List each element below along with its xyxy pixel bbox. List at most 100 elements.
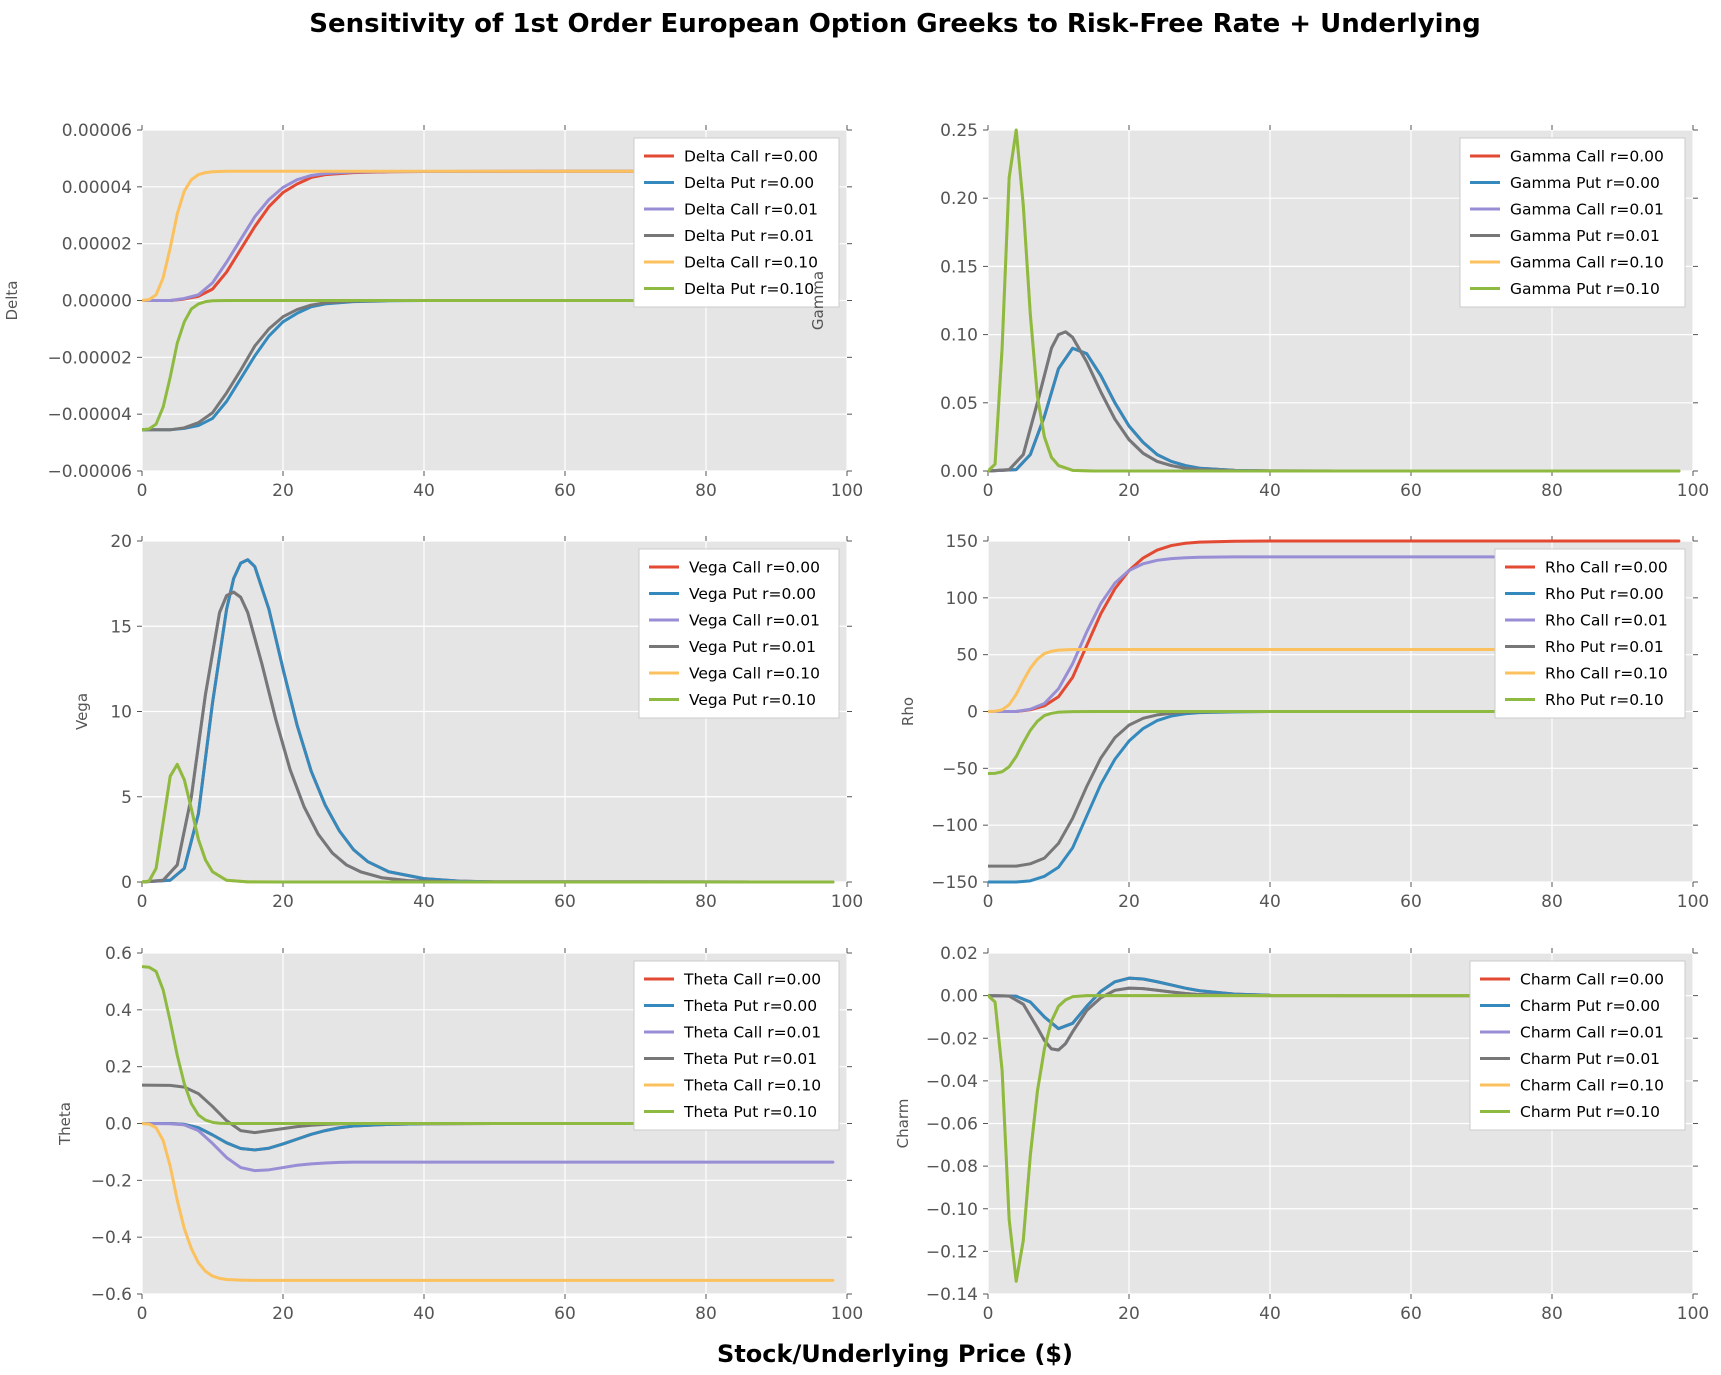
theta-ylabel: Theta <box>56 1102 74 1146</box>
vega-legend-entry: Vega Put r=0.01 <box>689 638 816 656</box>
gamma-x-tick-label: 40 <box>1259 481 1281 501</box>
theta-legend-entry: Theta Put r=0.00 <box>683 997 817 1015</box>
rho-series-line-call-r010 <box>988 647 1681 713</box>
gamma-legend-entry: Gamma Put r=0.00 <box>1510 174 1660 192</box>
charm-x-tick-label: 60 <box>1400 1304 1422 1324</box>
theta-x-tick-label: 0 <box>137 1304 148 1324</box>
theta-legend-box <box>633 960 840 1131</box>
theta-y-tick-label: 0.6 <box>105 944 132 964</box>
charm-x-tick-label: 40 <box>1259 1304 1281 1324</box>
rho-y-tick-label: −150 <box>931 873 978 893</box>
vega-legend-box <box>638 548 840 719</box>
rho-x-tick-label: 20 <box>1118 892 1140 912</box>
theta-y-tick-label: −0.2 <box>91 1171 132 1191</box>
rho-legend-entry: Rho Call r=0.00 <box>1545 559 1668 577</box>
delta-y-tick-label: −0.00004 <box>47 405 132 425</box>
theta-legend-entry: Theta Put r=0.10 <box>683 1103 817 1121</box>
delta-x-tick-label: 60 <box>554 481 576 501</box>
delta-series-line-put-r010 <box>142 299 835 432</box>
charm-legend-entry: Charm Call r=0.10 <box>1520 1077 1664 1095</box>
charm-legend-entry: Charm Put r=0.10 <box>1520 1103 1660 1121</box>
theta-legend-entry: Theta Call r=0.10 <box>683 1077 821 1095</box>
theta-series-line-call-r010 <box>142 1122 835 1282</box>
rho-y-tick-label: −100 <box>931 816 978 836</box>
theta-x-tick-label: 60 <box>554 1304 576 1324</box>
charm-legend-box <box>1469 960 1686 1131</box>
vega-subplot: 0 20 40 60 80 100 0 5 10 15 20 Vega Vega Call r=0.00… <box>73 532 863 912</box>
charm-legend-entry: Charm Call r=0.00 <box>1520 971 1664 989</box>
delta-y-tick-label: 0.00006 <box>62 121 132 141</box>
gamma-legend-entry: Gamma Call r=0.00 <box>1510 148 1664 166</box>
gamma-y-tick-label: 0.15 <box>940 257 978 277</box>
gamma-legend-box <box>1459 137 1686 308</box>
gamma-y-tick-label: 0.05 <box>940 394 978 414</box>
delta-x-tick-label: 0 <box>137 481 148 501</box>
theta-legend-entry: Theta Call r=0.00 <box>683 971 821 989</box>
gamma-series-line-put-r010 <box>988 128 1681 473</box>
vega-series-group <box>142 558 835 884</box>
charm-legend-entry: Charm Put r=0.00 <box>1520 997 1660 1015</box>
gamma-x-tick-label: 60 <box>1400 481 1422 501</box>
theta-y-tick-label: 0.4 <box>105 1001 132 1021</box>
figure-xlabel: Stock/Underlying Price ($) <box>717 1340 1073 1368</box>
charm-subplot: 0 20 40 60 80 100 −0.14 −0.12 −0.10 −0.08 −0.06 −0.… <box>894 944 1709 1324</box>
charm-legend-entry: Charm Put r=0.01 <box>1520 1050 1660 1068</box>
charm-y-tick-label: 0.02 <box>940 944 978 964</box>
charm-y-tick-label: −0.04 <box>926 1072 978 1092</box>
theta-subplot: 0 20 40 60 80 100 −0.6 −0.4 −0.2 0.0 0.2 0.4 0.6 Thet… <box>56 944 863 1324</box>
vega-y-tick-label: 10 <box>110 703 132 723</box>
theta-legend-entry: Theta Put r=0.01 <box>683 1050 817 1068</box>
theta-legend: Theta Call r=0.00 Theta Put r=0.00 Theta C… <box>633 960 840 1131</box>
delta-x-tick-label: 40 <box>413 481 435 501</box>
delta-y-tick-label: 0.00000 <box>62 292 132 312</box>
rho-legend-box <box>1494 548 1686 719</box>
rho-y-tick-label: −50 <box>942 759 978 779</box>
delta-legend-entry: Delta Put r=0.00 <box>684 174 814 192</box>
delta-legend-entry: Delta Put r=0.01 <box>684 227 814 245</box>
delta-y-tick-label: −0.00002 <box>47 348 132 368</box>
charm-y-tick-label: −0.02 <box>926 1029 978 1049</box>
theta-series-group <box>142 965 835 1282</box>
vega-y-tick-label: 0 <box>121 873 132 893</box>
charm-y-tick-label: −0.14 <box>926 1285 978 1305</box>
gamma-series-line-put-r001 <box>988 330 1681 473</box>
gamma-legend: Gamma Call r=0.00 Gamma Put r=0.00 Gamma C… <box>1459 137 1686 308</box>
theta-legend-entry: Theta Call r=0.01 <box>683 1024 821 1042</box>
theta-x-tick-label: 40 <box>413 1304 435 1324</box>
vega-x-tick-label: 60 <box>554 892 576 912</box>
rho-series-line-call-r001 <box>988 555 1681 713</box>
delta-legend-entry: Delta Call r=0.00 <box>684 148 818 166</box>
rho-y-tick-label: 50 <box>956 646 978 666</box>
theta-x-tick-label: 80 <box>695 1304 717 1324</box>
vega-x-tick-label: 80 <box>695 892 717 912</box>
charm-series-line-put-r010 <box>988 994 1681 1283</box>
theta-y-tick-label: 0.2 <box>105 1058 132 1078</box>
subplot-grid: 0 20 40 60 80 100−0.00006−0.00004−0.000020.00… <box>3 121 1709 1324</box>
rho-x-tick-label: 0 <box>983 892 994 912</box>
delta-series-line-call-r010 <box>142 169 835 302</box>
vega-series-line-put-r001 <box>142 590 835 884</box>
vega-legend-entry: Vega Call r=0.01 <box>689 612 820 630</box>
delta-legend-entry: Delta Call r=0.10 <box>684 254 818 272</box>
vega-y-tick-label: 15 <box>110 617 132 637</box>
rho-legend-entry: Rho Call r=0.01 <box>1545 612 1668 630</box>
rho-x-tick-label: 40 <box>1259 892 1281 912</box>
vega-series-line-put-r000 <box>142 558 835 884</box>
gamma-x-tick-label: 100 <box>1677 481 1709 501</box>
gamma-legend-entry: Gamma Put r=0.10 <box>1510 280 1660 298</box>
rho-x-tick-label: 80 <box>1541 892 1563 912</box>
vega-x-tick-label: 20 <box>272 892 294 912</box>
charm-legend-entry: Charm Call r=0.01 <box>1520 1024 1664 1042</box>
gamma-x-tick-label: 20 <box>1118 481 1140 501</box>
rho-legend-entry: Rho Call r=0.10 <box>1545 665 1668 683</box>
charm-series-group <box>988 976 1681 1283</box>
rho-series-group <box>988 539 1681 884</box>
vega-y-tick-label: 20 <box>110 532 132 552</box>
charm-x-tick-label: 0 <box>983 1304 994 1324</box>
gamma-y-tick-label: 0.20 <box>940 189 978 209</box>
rho-legend-entry: Rho Put r=0.10 <box>1545 691 1664 709</box>
delta-legend: Delta Call r=0.00 Delta Put r=0.00 Delta C… <box>633 137 840 308</box>
delta-legend-entry: Delta Put r=0.10 <box>684 280 814 298</box>
rho-y-tick-label: 0 <box>967 703 978 723</box>
